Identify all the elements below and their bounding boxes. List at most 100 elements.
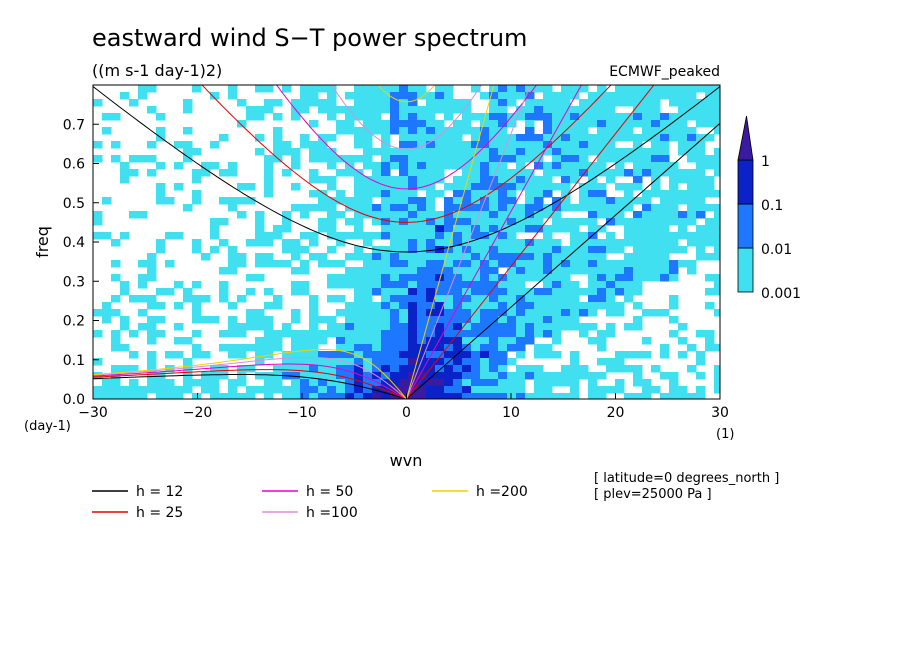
power-cell — [381, 351, 391, 359]
power-cell — [687, 155, 697, 163]
power-cell — [156, 302, 166, 310]
power-cell — [444, 253, 454, 261]
power-cell — [102, 127, 112, 135]
power-cell — [390, 113, 400, 121]
power-cell — [597, 106, 607, 114]
power-cell — [489, 386, 499, 394]
power-cell — [651, 169, 661, 177]
power-cell — [363, 302, 373, 310]
power-cell — [282, 330, 292, 338]
power-cell — [120, 281, 130, 289]
power-cell — [453, 218, 463, 226]
power-cell — [327, 99, 337, 107]
power-cell — [102, 302, 112, 310]
power-cell — [210, 246, 220, 254]
power-cell — [156, 162, 166, 170]
power-cell — [462, 281, 472, 289]
power-cell — [246, 106, 256, 114]
power-cell — [264, 316, 274, 324]
power-cell — [579, 183, 589, 191]
power-cell — [651, 260, 661, 268]
power-cell — [507, 169, 517, 177]
power-cell — [174, 232, 184, 240]
power-cell — [660, 141, 670, 149]
power-cell — [372, 120, 382, 128]
power-cell — [381, 295, 391, 303]
power-cell — [615, 120, 625, 128]
power-cell — [363, 323, 373, 331]
power-cell — [408, 141, 418, 149]
power-cell — [498, 337, 508, 345]
power-cell — [579, 330, 589, 338]
power-cell — [633, 218, 643, 226]
power-cell — [516, 225, 526, 233]
power-cell — [300, 351, 310, 359]
power-cell — [480, 295, 490, 303]
power-cell — [426, 344, 436, 352]
power-cell — [660, 260, 670, 268]
power-cell — [696, 134, 706, 142]
power-cell — [624, 260, 634, 268]
power-cell — [615, 246, 625, 254]
power-cell — [462, 351, 472, 359]
power-cell — [291, 344, 301, 352]
x-tick-label: −30 — [78, 405, 108, 421]
power-cell — [399, 141, 409, 149]
power-cell — [300, 358, 310, 366]
power-cell — [516, 393, 526, 399]
power-cell — [597, 288, 607, 296]
power-cell — [345, 309, 355, 317]
power-cell — [156, 386, 166, 394]
power-cell — [507, 148, 517, 156]
power-cell — [138, 155, 148, 163]
power-cell — [480, 211, 490, 219]
power-cell — [480, 260, 490, 268]
power-cell — [291, 309, 301, 317]
power-cell — [390, 365, 400, 373]
power-cell — [624, 190, 634, 198]
power-cell — [345, 351, 355, 359]
power-cell — [192, 281, 202, 289]
power-cell — [525, 204, 535, 212]
power-cell — [255, 253, 265, 261]
power-cell — [525, 253, 535, 261]
power-cell — [354, 372, 364, 380]
power-cell — [309, 148, 319, 156]
power-cell — [309, 358, 319, 366]
power-cell — [489, 148, 499, 156]
power-cell — [570, 134, 580, 142]
power-cell — [264, 239, 274, 247]
power-cell — [624, 99, 634, 107]
power-cell — [642, 393, 652, 399]
power-cell — [93, 386, 103, 394]
power-cell — [363, 99, 373, 107]
power-cell — [444, 225, 454, 233]
power-cell — [273, 386, 283, 394]
power-cell — [318, 260, 328, 268]
inertia-gravity-curve — [201, 85, 612, 223]
power-cell — [228, 92, 238, 100]
power-cell — [390, 295, 400, 303]
power-cell — [417, 204, 427, 212]
power-cell — [660, 204, 670, 212]
power-cell — [498, 106, 508, 114]
power-cell — [498, 351, 508, 359]
power-cell — [147, 372, 157, 380]
power-cell — [255, 113, 265, 121]
power-cell — [408, 274, 418, 282]
power-cell — [462, 183, 472, 191]
power-cell — [120, 393, 130, 399]
power-cell — [525, 372, 535, 380]
power-cell — [714, 288, 720, 296]
power-cell — [489, 372, 499, 380]
power-cell — [147, 302, 157, 310]
power-cell — [336, 127, 346, 135]
power-cell — [606, 239, 616, 247]
power-cell — [129, 169, 139, 177]
power-cell — [435, 379, 445, 387]
power-cell — [408, 127, 418, 135]
power-cell — [642, 379, 652, 387]
power-cell — [390, 162, 400, 170]
power-cell — [534, 330, 544, 338]
power-cell — [498, 190, 508, 198]
